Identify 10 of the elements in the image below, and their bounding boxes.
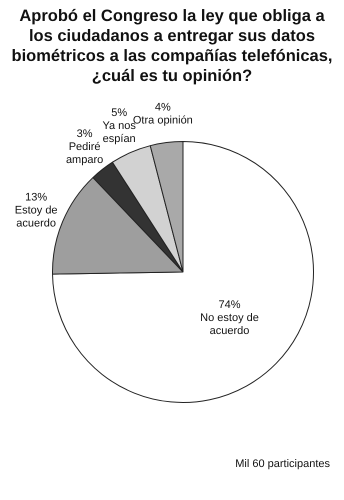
text: Mil 60 participantes <box>234 458 331 470</box>
data-label: 4% <box>154 102 172 114</box>
data-label: 3% <box>76 128 93 140</box>
data-label: 74% <box>218 298 241 311</box>
slice-label: Estoy de acuerdo <box>14 204 58 230</box>
data-label: 13% <box>25 192 48 204</box>
slice-label: No estoy de acuerdo <box>200 312 259 337</box>
chart-title: Aprobó el Congreso la ley que obliga a los ciudadanos a entregar sus datos biométricos a las compañías telefónicas, ¿cuál es tu opinión? <box>10 6 334 86</box>
slice-label: Pediré amparo <box>66 140 104 166</box>
data-label: 5% <box>111 107 128 120</box>
